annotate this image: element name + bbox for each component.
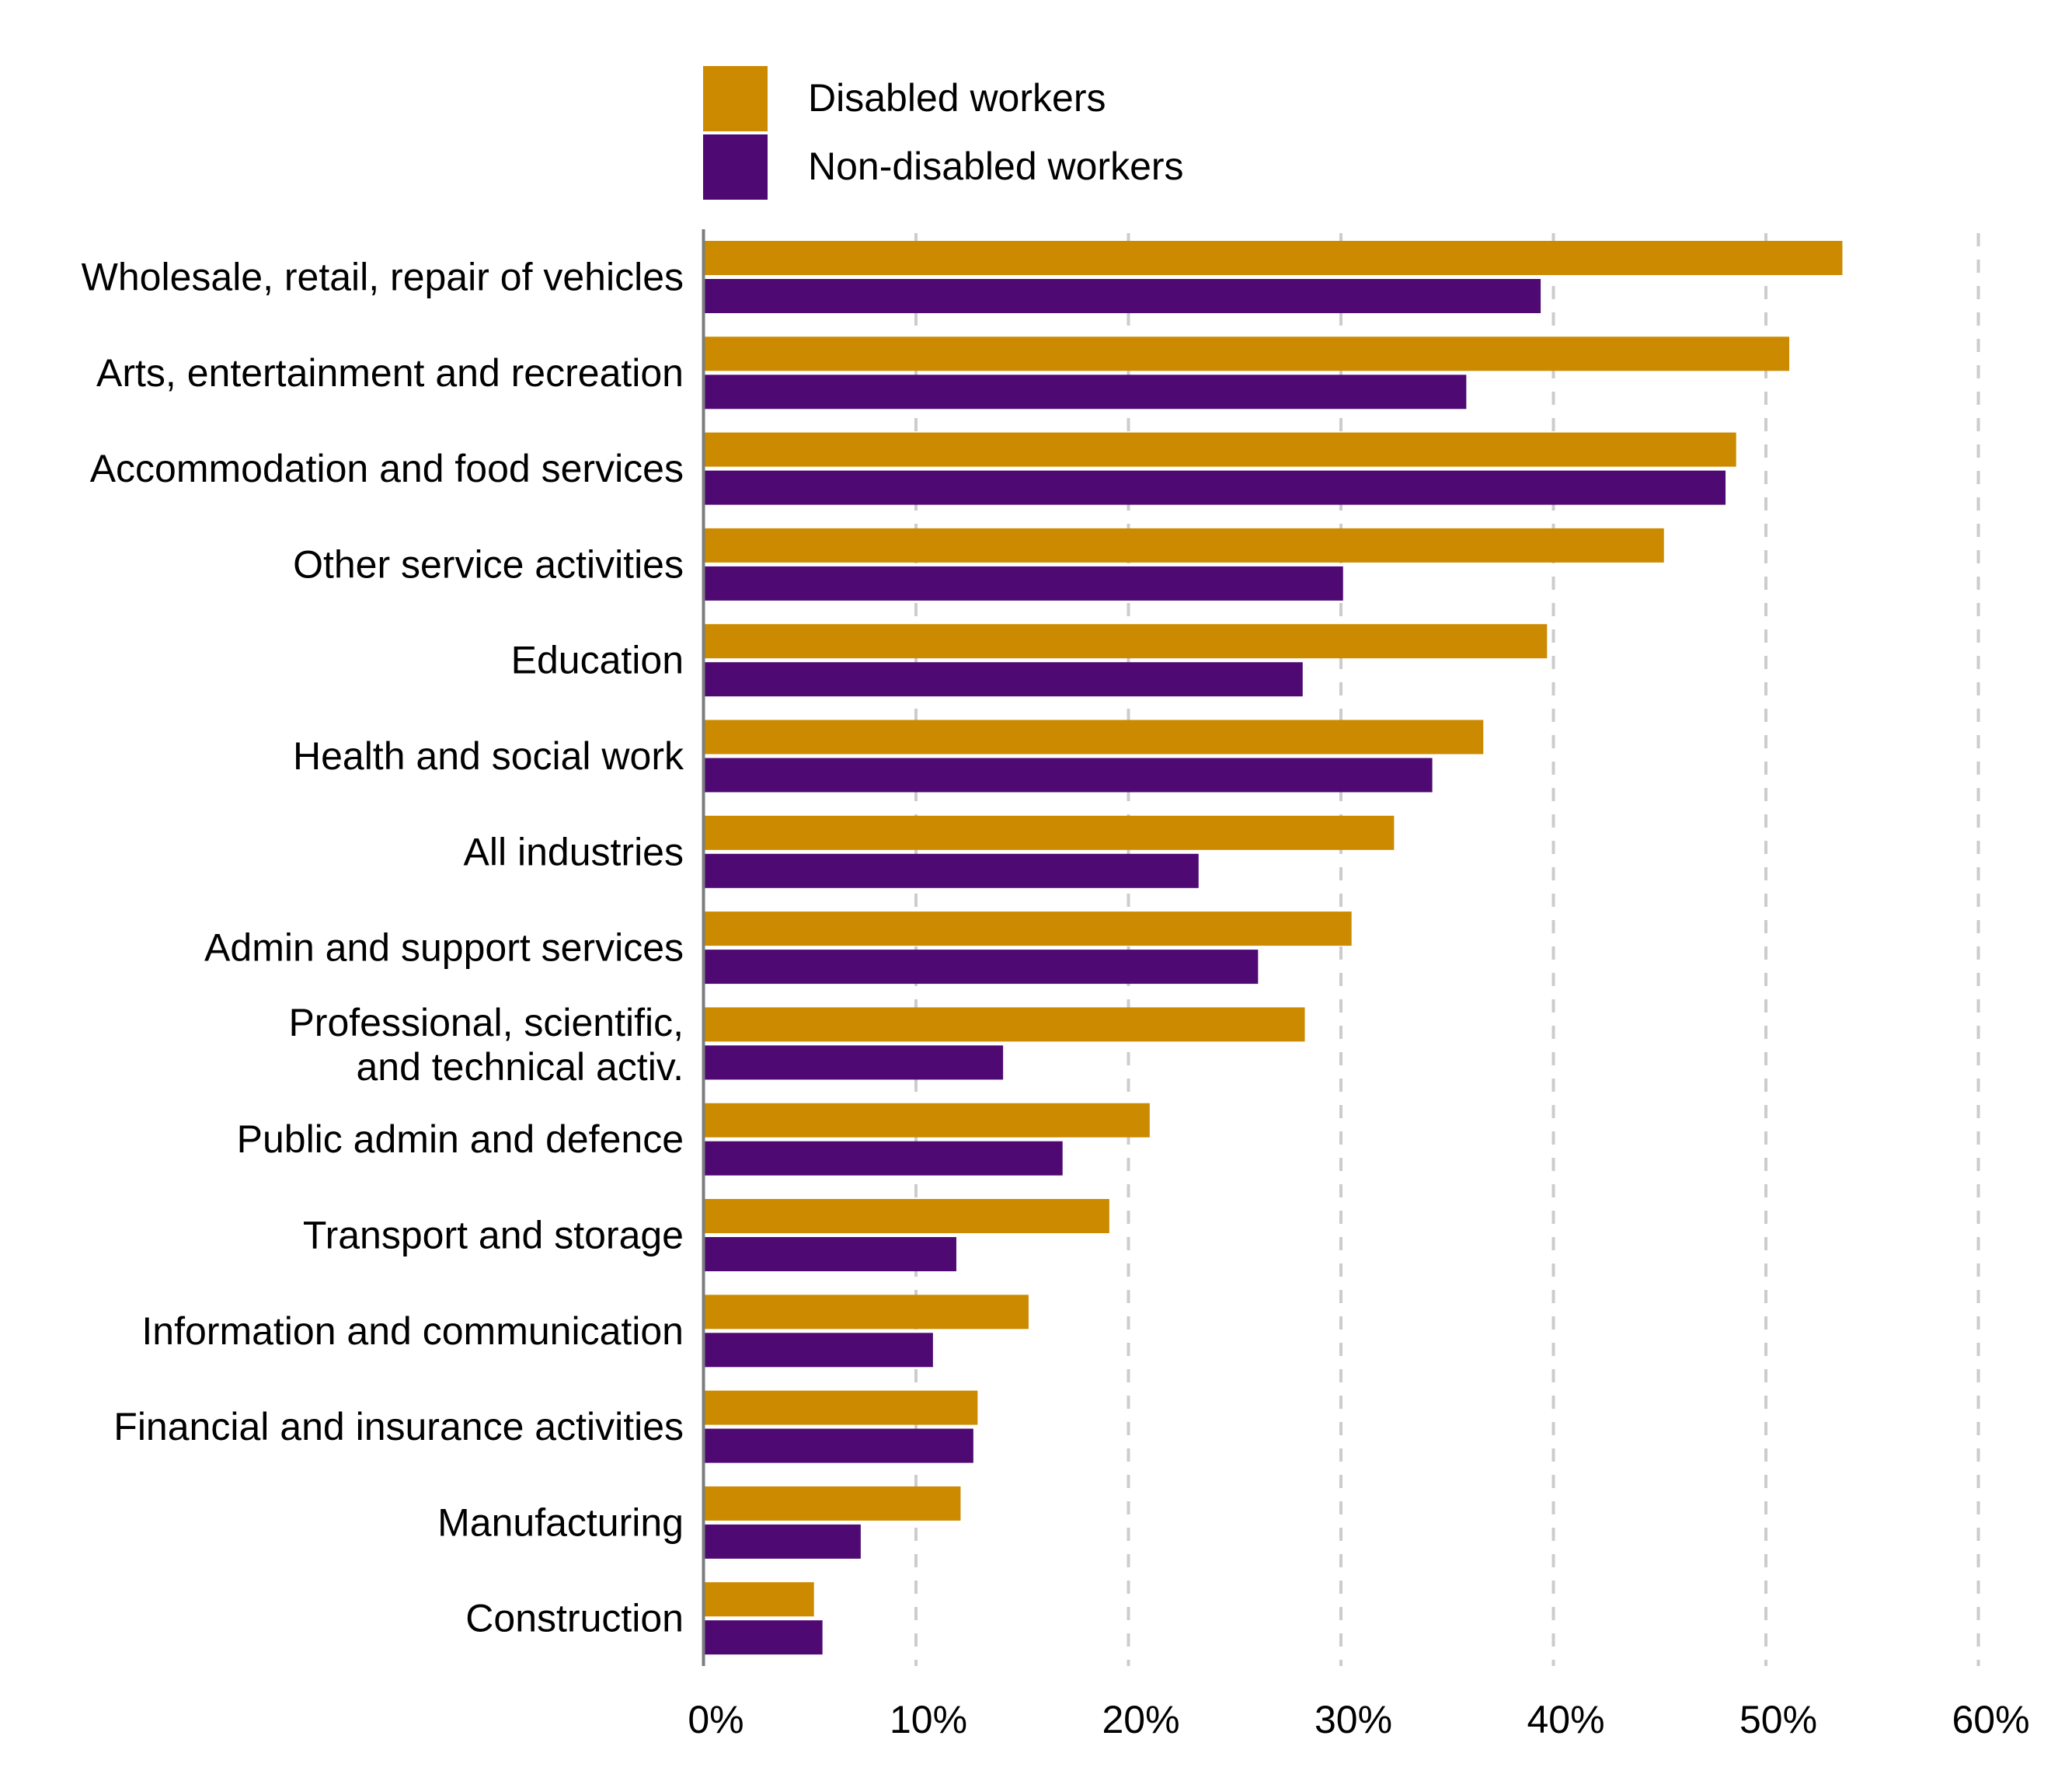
bar-disabled [703, 1582, 814, 1617]
category-label-line: Professional, scientific, [288, 1001, 684, 1044]
category-label: Information and communication [141, 1309, 684, 1353]
legend-swatch-non-disabled [703, 134, 768, 200]
category-label: Manufacturing [437, 1500, 684, 1544]
x-tick-label: 10% [890, 1698, 967, 1741]
bar-non-disabled [703, 1524, 861, 1559]
category-label: Transport and storage [303, 1214, 684, 1257]
bar-disabled [703, 911, 1352, 946]
category-label: Construction [465, 1597, 684, 1640]
bar-disabled [703, 1199, 1109, 1233]
bar-disabled [703, 815, 1395, 850]
bar-disabled [703, 432, 1736, 467]
bar-disabled [703, 336, 1790, 371]
bar-non-disabled [703, 662, 1303, 697]
bar-non-disabled [703, 375, 1467, 410]
category-label-line: and technical activ. [356, 1045, 684, 1089]
category-label: Health and social work [293, 734, 684, 778]
x-tick-label: 60% [1952, 1698, 2029, 1741]
legend: Disabled workers Non-disabled workers [703, 66, 1184, 200]
bar-non-disabled [703, 470, 1726, 505]
category-label: Admin and support services [204, 926, 684, 970]
bar-non-disabled [703, 758, 1433, 793]
bar-disabled [703, 720, 1484, 755]
bar-non-disabled [703, 1141, 1063, 1176]
legend-label-disabled: Disabled workers [808, 76, 1106, 120]
bar-disabled [703, 241, 1843, 275]
x-tick-label: 0% [688, 1698, 743, 1741]
bar-disabled [703, 528, 1664, 563]
x-tick-label: 20% [1102, 1698, 1179, 1741]
bar-non-disabled [703, 566, 1343, 601]
bar-non-disabled [703, 853, 1199, 888]
bar-disabled [703, 624, 1548, 659]
x-tick-label: 50% [1739, 1698, 1817, 1741]
bar-disabled [703, 1295, 1029, 1330]
category-label: Public admin and defence [237, 1117, 684, 1161]
bar-non-disabled [703, 1428, 973, 1463]
category-label: All industries [464, 830, 684, 873]
bars [703, 241, 1843, 1655]
category-label: Education [511, 639, 684, 682]
x-tick-labels: 0% 10% 20% 30% 40% 50% 60% [688, 1698, 2029, 1741]
bar-non-disabled [703, 950, 1259, 985]
bar-disabled [703, 1390, 978, 1425]
bar-disabled [703, 1486, 961, 1521]
legend-swatch-disabled [703, 66, 768, 131]
category-label: Arts, entertainment and recreation [96, 351, 684, 395]
category-label: Professional, scientific, and technical a… [288, 1001, 684, 1089]
category-label: Financial and insurance activities [113, 1405, 684, 1448]
bar-non-disabled [703, 1620, 823, 1655]
bar-disabled [703, 1007, 1305, 1042]
bar-non-disabled [703, 279, 1541, 313]
bar-non-disabled [703, 1333, 933, 1368]
bar-non-disabled [703, 1045, 1004, 1080]
x-tick-label: 30% [1315, 1698, 1392, 1741]
category-label: Wholesale, retail, repair of vehicles [82, 256, 684, 299]
x-tick-label: 40% [1527, 1698, 1604, 1741]
bar-disabled [703, 1103, 1150, 1138]
category-labels: Wholesale, retail, repair of vehicles Art… [82, 256, 684, 1640]
legend-label-non-disabled: Non-disabled workers [808, 145, 1184, 188]
bar-non-disabled [703, 1237, 956, 1271]
category-label: Other service activities [293, 542, 684, 586]
category-label: Accommodation and food services [90, 447, 684, 490]
